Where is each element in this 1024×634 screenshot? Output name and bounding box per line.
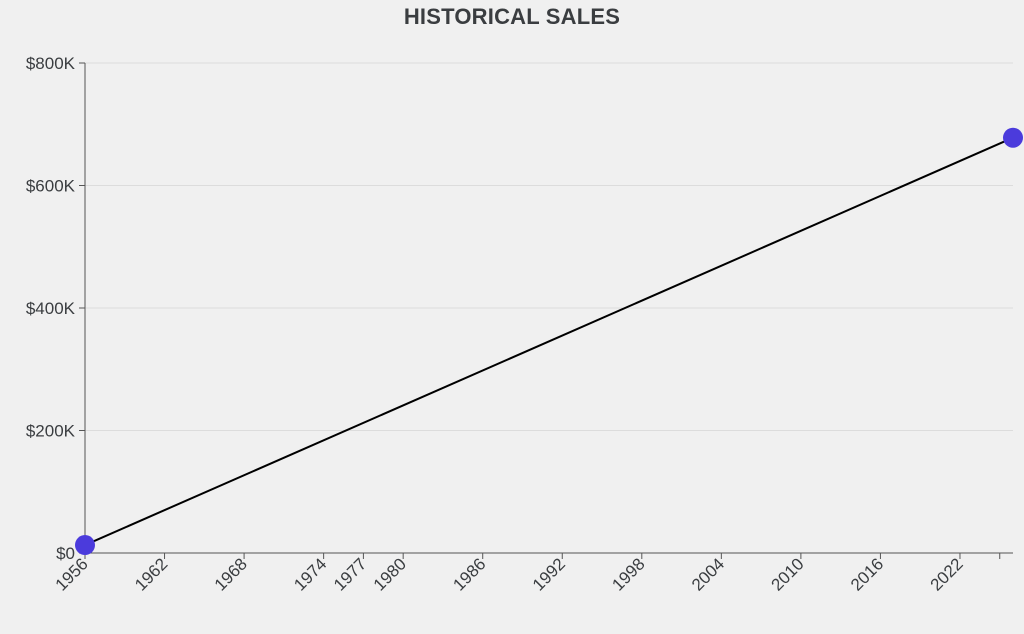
series-line: [84, 136, 1014, 546]
y-tick-label: $0: [56, 544, 75, 563]
x-tick-label: 1998: [608, 554, 648, 594]
chart-title: HISTORICAL SALES: [403, 4, 621, 29]
x-tick-label: 2010: [768, 554, 808, 594]
x-tick-label: 1974: [290, 554, 330, 594]
y-tick-label: $200K: [26, 422, 76, 441]
x-tick-label: 2016: [847, 554, 887, 594]
y-tick-label: $600K: [26, 177, 76, 196]
x-tick-label: 2022: [927, 554, 967, 594]
x-tick-label: 1962: [131, 554, 171, 594]
x-tick-label: 1980: [370, 554, 410, 594]
data-point: [1003, 127, 1023, 148]
x-tick-label: 1986: [449, 554, 489, 594]
x-tick-label: 1977: [330, 554, 370, 594]
x-tick-label: 1968: [211, 554, 251, 594]
y-tick-label: $400K: [26, 299, 76, 318]
x-tick-label: 1992: [529, 554, 569, 594]
y-tick-label: $800K: [26, 54, 76, 73]
data-point: [75, 535, 95, 556]
x-tick-label: 2004: [688, 554, 728, 594]
